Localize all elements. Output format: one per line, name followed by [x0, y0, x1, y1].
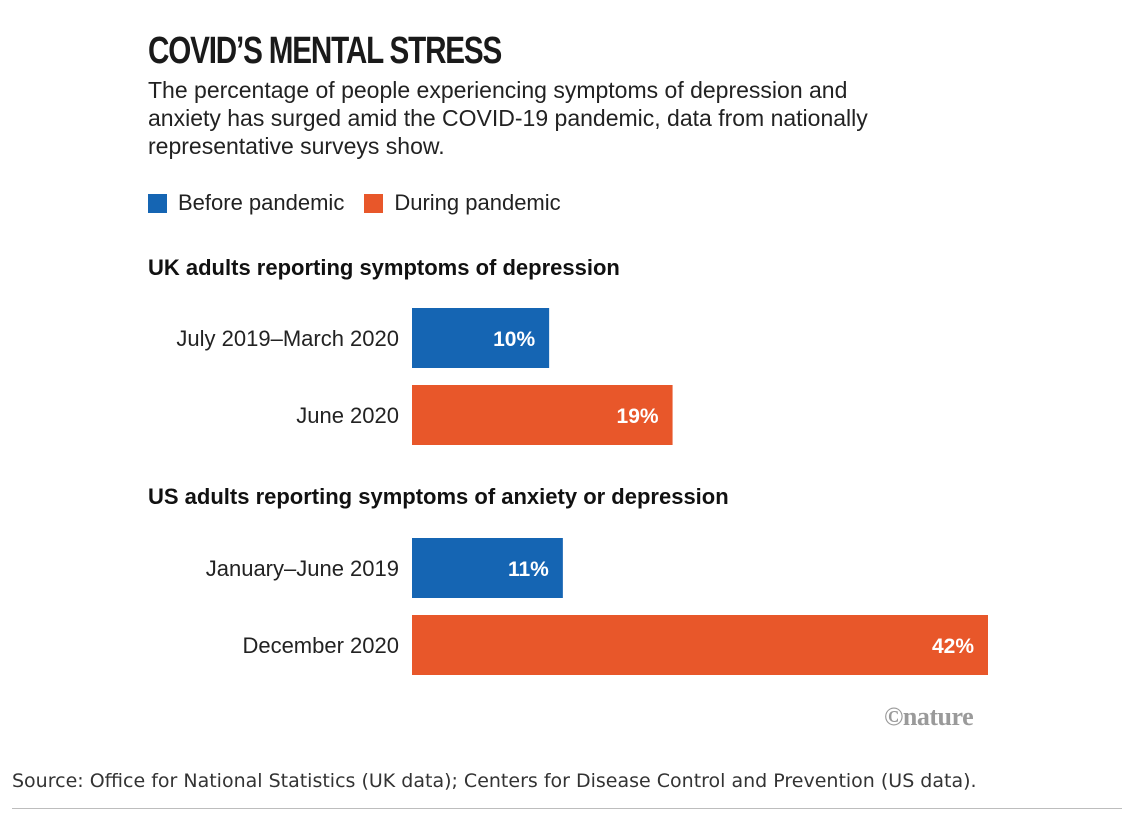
- bar-during: [412, 615, 988, 675]
- chart-subtitle: The percentage of people experiencing sy…: [148, 77, 868, 159]
- category-label: December 2020: [242, 633, 399, 658]
- bar-before: [412, 308, 550, 368]
- bar-chart: UK adults reporting symptoms of depressi…: [148, 255, 988, 675]
- legend-label-during: During pandemic: [394, 190, 561, 215]
- source-note: Source: Office for National Statistics (…: [12, 770, 977, 792]
- category-label: June 2020: [296, 403, 399, 428]
- chart-title: COVID’S MENTAL STRESS: [148, 30, 502, 72]
- panel-title-2: US adults reporting symptoms of anxiety …: [148, 484, 729, 509]
- category-label: July 2019–March 2020: [176, 326, 399, 351]
- legend-item-before: Before pandemic: [148, 190, 344, 216]
- nature-logo: ©nature: [884, 702, 974, 731]
- legend: Before pandemic During pandemic: [148, 190, 581, 216]
- bar-value-label: 11%: [508, 558, 549, 581]
- bar-value-label: 19%: [617, 405, 659, 428]
- bar-value-label: 10%: [493, 328, 535, 351]
- bar-during: [412, 385, 673, 445]
- bar-value-label: 42%: [932, 635, 974, 658]
- bar-before: [412, 538, 563, 598]
- legend-swatch-before: [148, 193, 167, 213]
- category-label: January–June 2019: [206, 556, 399, 581]
- legend-label-before: Before pandemic: [178, 190, 345, 215]
- legend-item-during: During pandemic: [364, 190, 561, 216]
- panel-title-1: UK adults reporting symptoms of depressi…: [148, 255, 620, 280]
- source-divider: [12, 808, 1122, 809]
- legend-swatch-during: [364, 193, 384, 213]
